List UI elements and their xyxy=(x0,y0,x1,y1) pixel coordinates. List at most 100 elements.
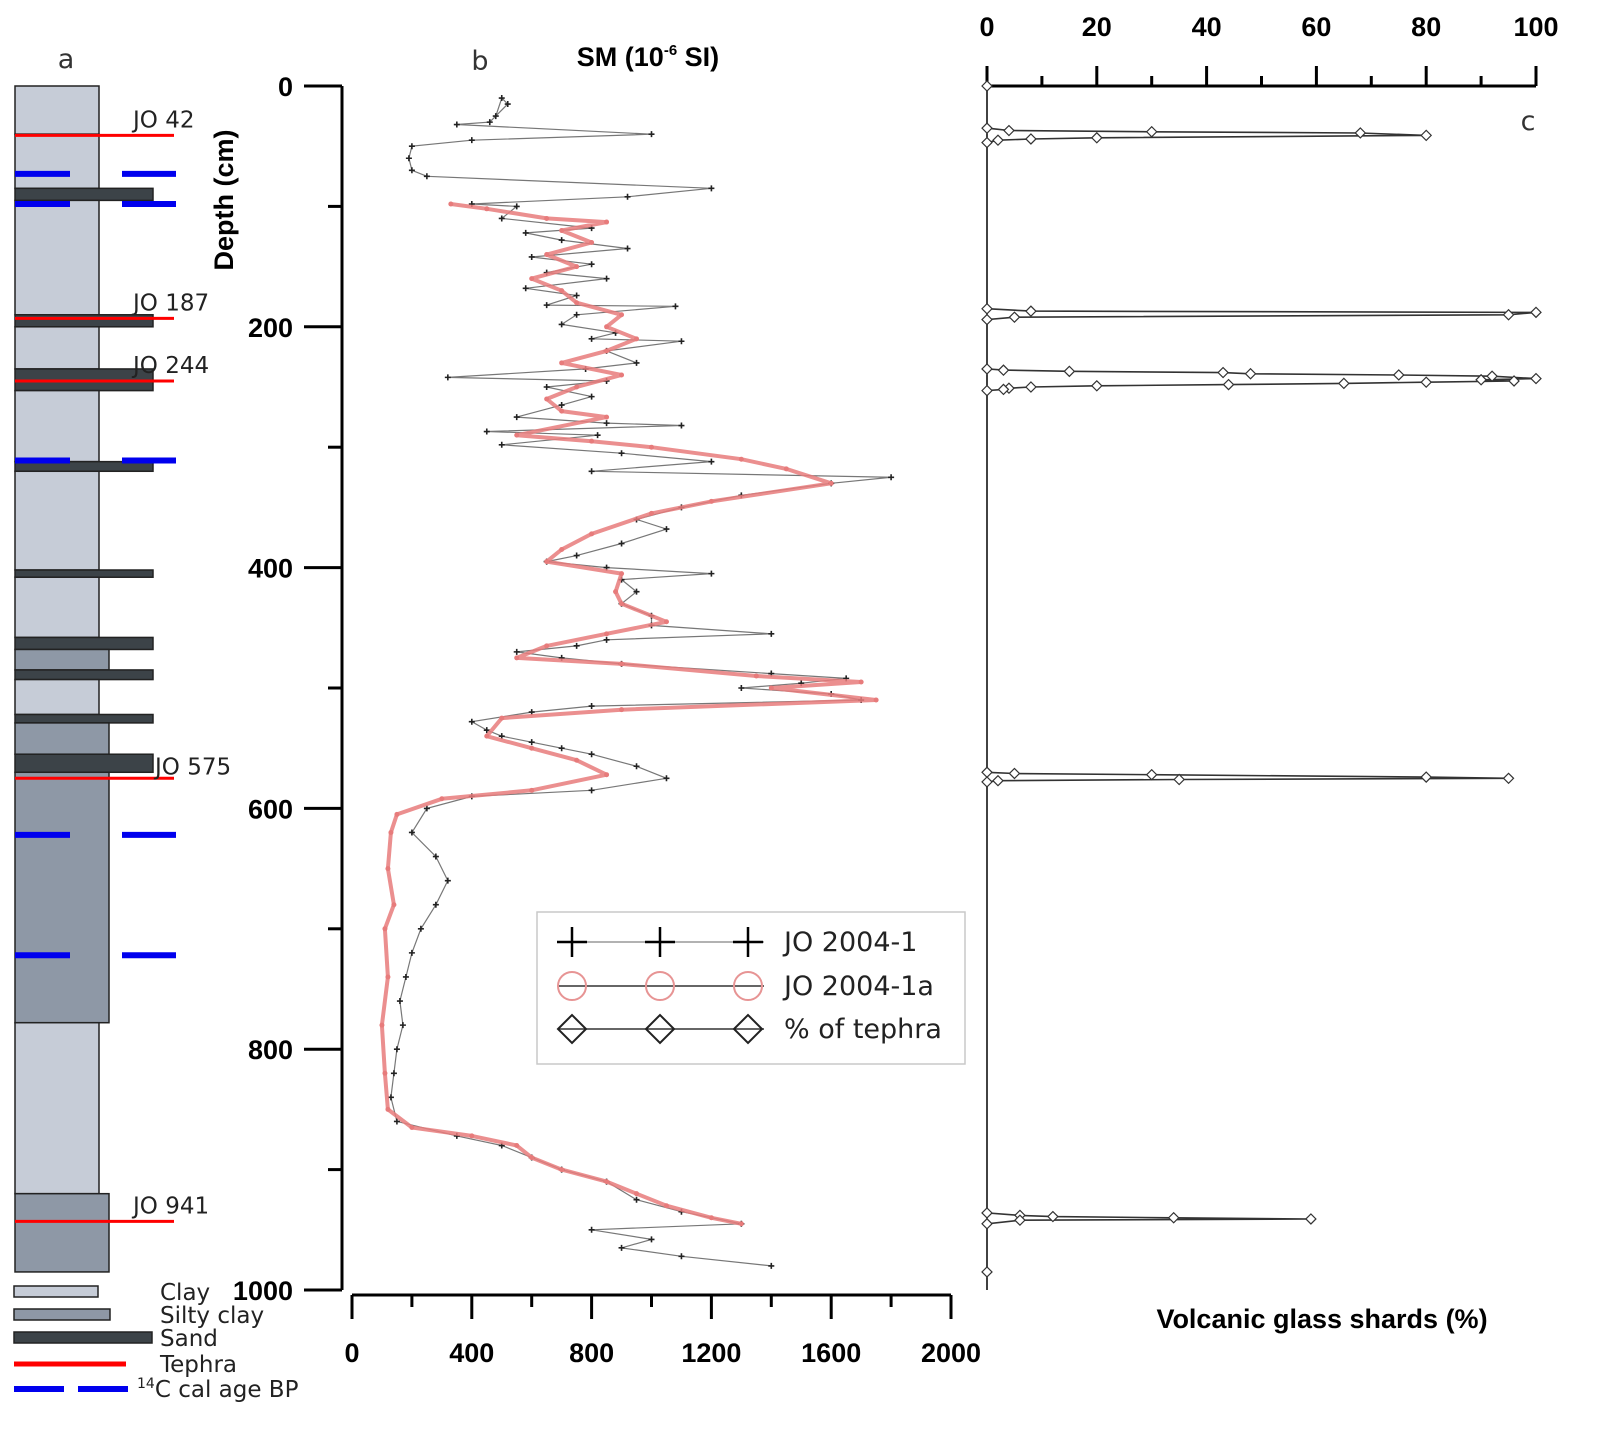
point-jo2004-1 xyxy=(768,1262,775,1269)
legend-marker-diamond xyxy=(556,1013,588,1045)
point-jo2004-1 xyxy=(768,630,775,637)
point-jo2004-1 xyxy=(588,335,595,342)
legend-label: JO 2004-1a xyxy=(782,971,934,1002)
point-jo2004-1 xyxy=(603,636,610,643)
point-jo2004-1a xyxy=(544,215,550,221)
point-jo2004-1a xyxy=(385,866,391,872)
point-jo2004-1a xyxy=(574,264,580,270)
point-tephra xyxy=(1420,771,1433,783)
point-jo2004-1a xyxy=(559,360,565,366)
point-jo2004-1a xyxy=(738,456,744,462)
chart-title: SM (10-6 SI) xyxy=(577,42,719,72)
y-tick-label: 800 xyxy=(248,1035,293,1065)
point-jo2004-1 xyxy=(453,121,460,128)
point-jo2004-1a xyxy=(385,1106,391,1112)
legend-label: Tephra xyxy=(159,1352,237,1378)
glass-shards-panel: c Volcanic glass shards (%) 0 20 40 60 80 100 xyxy=(979,12,1558,1334)
point-jo2004-1a xyxy=(499,715,505,721)
point-jo2004-1 xyxy=(405,155,412,162)
point-tephra xyxy=(981,122,993,134)
legend-marker-plus xyxy=(645,927,675,957)
point-jo2004-1a xyxy=(589,240,595,246)
point-jo2004-1a xyxy=(559,408,565,414)
point-jo2004-1a xyxy=(574,384,580,390)
point-jo2004-1 xyxy=(492,113,499,120)
litho-unit xyxy=(14,722,110,755)
x-axis-label-c: Volcanic glass shards (%) xyxy=(1156,1304,1487,1334)
point-jo2004-1a xyxy=(559,1167,565,1173)
point-jo2004-1 xyxy=(618,540,625,547)
point-jo2004-1 xyxy=(396,998,403,1005)
point-jo2004-1 xyxy=(468,137,475,144)
point-jo2004-1a xyxy=(649,510,654,516)
tephra-label: JO 575 xyxy=(153,754,231,780)
point-jo2004-1a xyxy=(619,601,625,607)
point-jo2004-1 xyxy=(399,1022,406,1029)
point-jo2004-1 xyxy=(588,261,595,268)
legend-label: Silty clay xyxy=(160,1303,264,1329)
point-tephra xyxy=(1167,1211,1180,1224)
point-jo2004-1 xyxy=(633,763,640,770)
x-tick-label: 400 xyxy=(449,1338,494,1368)
legend-label: % of tephra xyxy=(784,1014,942,1045)
point-jo2004-1a xyxy=(544,252,550,258)
litho-unit xyxy=(14,85,100,135)
point-jo2004-1a xyxy=(391,902,397,908)
point-jo2004-1 xyxy=(408,949,415,956)
point-jo2004-1 xyxy=(603,275,610,282)
point-tephra xyxy=(1008,767,1021,780)
point-jo2004-1a xyxy=(574,757,580,763)
point-jo2004-1a xyxy=(604,631,610,637)
point-tephra xyxy=(1508,375,1520,387)
litho-unit xyxy=(14,648,110,671)
legend-marker-diamond xyxy=(644,1013,676,1045)
point-tephra xyxy=(1338,377,1350,390)
point-jo2004-1a xyxy=(858,679,864,685)
point-jo2004-1a xyxy=(514,1143,520,1149)
point-jo2004-1a xyxy=(828,480,834,486)
point-jo2004-1 xyxy=(444,877,451,884)
point-tephra xyxy=(1173,773,1185,786)
litho-unit xyxy=(14,576,100,639)
point-tephra xyxy=(1486,370,1498,383)
point-tephra xyxy=(1003,124,1015,137)
point-tephra xyxy=(1025,305,1037,317)
x-tick-label: 800 xyxy=(569,1338,614,1368)
x-tick-label-c: 40 xyxy=(1192,12,1222,42)
point-jo2004-1 xyxy=(558,321,565,328)
point-jo2004-1a xyxy=(559,288,565,294)
point-jo2004-1a xyxy=(663,1203,669,1209)
point-jo2004-1 xyxy=(558,237,565,244)
point-jo2004-1 xyxy=(528,739,535,746)
point-jo2004-1 xyxy=(432,853,439,860)
point-tephra xyxy=(1392,369,1405,381)
point-jo2004-1a xyxy=(409,1124,415,1130)
legend-label-text: C cal age BP xyxy=(155,1377,299,1403)
point-jo2004-1 xyxy=(513,203,520,210)
litho-unit xyxy=(14,133,100,190)
point-jo2004-1 xyxy=(402,973,409,980)
litho-unit xyxy=(14,669,154,681)
point-jo2004-1a xyxy=(514,655,520,661)
tephra-label: JO 941 xyxy=(131,1193,209,1219)
point-tephra xyxy=(1063,365,1076,378)
point-tephra xyxy=(992,134,1004,147)
litho-unit xyxy=(14,389,100,463)
point-jo2004-1a xyxy=(589,531,595,537)
point-jo2004-1 xyxy=(417,925,424,932)
point-tephra xyxy=(1420,376,1433,389)
point-jo2004-1a xyxy=(529,745,535,751)
point-jo2004-1 xyxy=(663,526,670,533)
point-jo2004-1a xyxy=(619,707,625,713)
point-jo2004-1a xyxy=(708,498,714,504)
point-jo2004-1 xyxy=(558,402,565,409)
lithology-column: a JO 42 JO 187 JO 244 JO 575 JO 941 ClaySilt… xyxy=(13,44,299,1403)
litho-unit xyxy=(14,1021,100,1195)
point-jo2004-1a xyxy=(613,589,619,595)
panel-label-c: c xyxy=(1521,106,1536,137)
point-jo2004-1a xyxy=(388,829,394,835)
legend-label: Sand xyxy=(160,1326,218,1352)
x-tick-label-c: 20 xyxy=(1082,12,1112,42)
point-jo2004-1 xyxy=(708,570,715,577)
legend-label: JO 2004-1 xyxy=(782,927,917,958)
